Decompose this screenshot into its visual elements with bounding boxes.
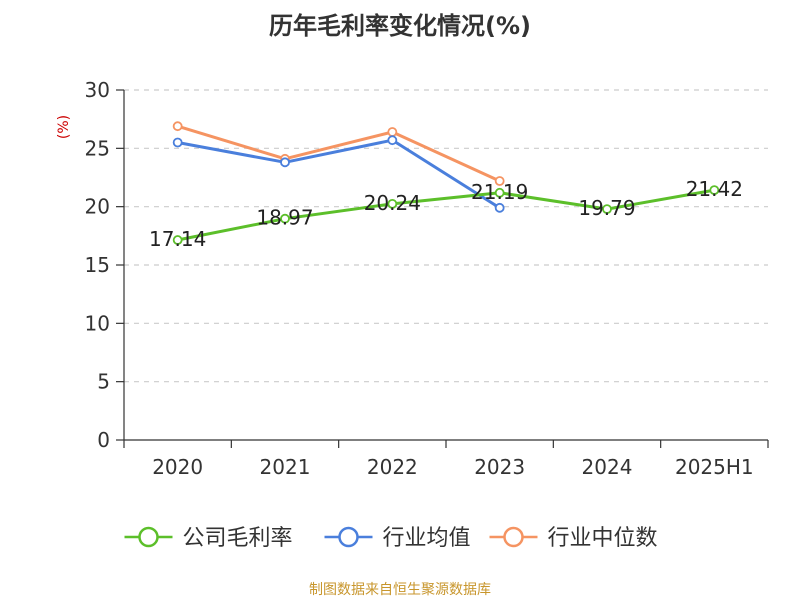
- data-point: [280, 213, 290, 224]
- y-tick-label: 5: [97, 370, 110, 394]
- legend-item: 行业均值: [324, 526, 471, 551]
- data-label: 17.14: [149, 227, 206, 251]
- legend: 公司毛利率 行业均值 行业中位数: [124, 526, 658, 551]
- x-tick-label: 2021: [260, 455, 311, 479]
- data-point: [387, 127, 398, 137]
- data-point: [172, 137, 183, 148]
- legend-label: 公司毛利率: [183, 526, 293, 551]
- legend-label: 行业中位数: [548, 526, 658, 551]
- chart-title: 历年毛利率变化情况(%): [269, 12, 531, 40]
- source-note: 制图数据来自恒生聚源数据库: [309, 582, 491, 598]
- y-tick-label: 30: [85, 78, 110, 102]
- legend-marker: [138, 526, 159, 548]
- series-line: [177, 138, 501, 210]
- legend-item: 公司毛利率: [124, 526, 293, 551]
- data-label: 20.24: [364, 191, 421, 215]
- x-tick-label: 2025H1: [675, 455, 754, 479]
- x-tick-label: 2020: [152, 455, 203, 479]
- x-tick-label: 2023: [474, 455, 525, 479]
- data-label: 21.42: [686, 177, 743, 201]
- data-point: [387, 135, 398, 146]
- data-point: [172, 235, 183, 245]
- data-labels: 17.14 18.97 20.24 21.19 19.79 21.42: [149, 177, 743, 251]
- y-tick-label: 10: [85, 311, 110, 335]
- series-layer: [172, 121, 720, 245]
- legend-marker: [503, 526, 524, 548]
- x-tick-label: 2024: [582, 455, 633, 479]
- data-label: 21.19: [471, 180, 528, 204]
- axes: 0 5 10 15 20 25 30 2020 2021 2022 2023 2024 2025H1: [85, 78, 769, 479]
- data-point: [172, 121, 183, 132]
- data-point: [602, 204, 612, 215]
- data-point: [494, 202, 505, 213]
- y-tick-label: 15: [85, 253, 110, 277]
- data-point: [709, 185, 720, 196]
- data-point: [494, 176, 505, 186]
- y-tick-label: 20: [85, 195, 110, 219]
- legend-marker: [338, 526, 359, 548]
- y-axis-label: (%): [56, 115, 72, 139]
- data-point: [387, 198, 398, 209]
- series-line: [177, 124, 501, 183]
- data-point: [280, 157, 290, 168]
- legend-item: 行业中位数: [489, 526, 658, 551]
- data-label: 19.79: [578, 196, 635, 220]
- legend-label: 行业均值: [383, 526, 471, 551]
- x-tick-label: 2022: [367, 455, 418, 479]
- data-point: [494, 187, 505, 198]
- grid-lines: [124, 89, 768, 383]
- y-tick-label: 25: [85, 136, 110, 160]
- series-line: [177, 188, 715, 242]
- y-tick-label: 0: [97, 428, 110, 452]
- data-label: 18.97: [256, 206, 313, 230]
